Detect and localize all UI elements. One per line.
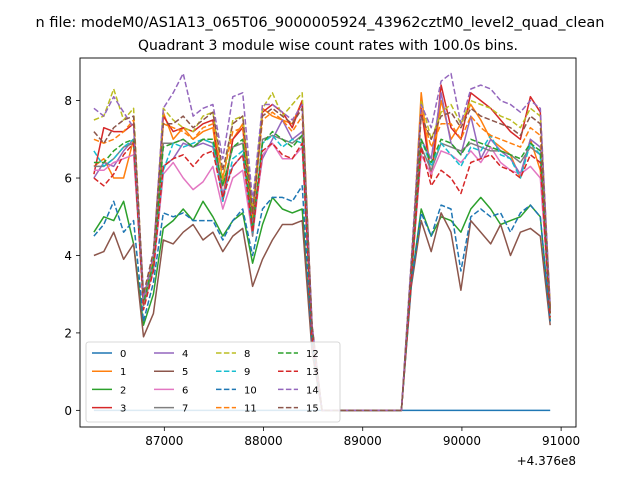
legend-label-11: 11 — [244, 404, 257, 415]
legend-label-10: 10 — [244, 385, 257, 396]
legend-label-2: 2 — [120, 385, 126, 396]
x-tick-label: 89000 — [344, 434, 382, 448]
legend-label-9: 9 — [244, 367, 250, 378]
legend-label-14: 14 — [306, 385, 319, 396]
y-tick-label: 8 — [64, 94, 72, 108]
figure-suptitle: n file: modeM0/AS1A13_065T06_9000005924_… — [36, 15, 605, 31]
legend-label-3: 3 — [120, 404, 126, 415]
legend-label-6: 6 — [182, 385, 188, 396]
legend-label-13: 13 — [306, 367, 319, 378]
legend-label-0: 0 — [120, 349, 126, 360]
x-tick-label: 91000 — [542, 434, 580, 448]
series-line-9 — [93, 134, 551, 412]
legend-label-4: 4 — [182, 349, 188, 360]
legend-label-7: 7 — [182, 404, 188, 415]
legend-label-15: 15 — [306, 404, 319, 415]
x-offset-label: +4.376e8 — [517, 454, 576, 468]
legend-label-1: 1 — [120, 367, 126, 378]
legend-box — [85, 341, 341, 423]
axes-layer: 87000 88000 89000 90000 91000 0 2 4 6 8 — [64, 94, 580, 448]
plot-frame — [79, 57, 577, 428]
legend-label-5: 5 — [182, 367, 188, 378]
y-tick-label: 2 — [64, 326, 72, 340]
chart-title: Quadrant 3 module wise count rates with … — [138, 38, 518, 54]
x-tick-label: 87000 — [145, 434, 183, 448]
x-tick-label: 88000 — [244, 434, 282, 448]
y-tick-label: 6 — [64, 172, 72, 186]
x-tick-label: 90000 — [443, 434, 481, 448]
legend-label-12: 12 — [306, 349, 319, 360]
legend-label-8: 8 — [244, 349, 250, 360]
y-tick-label: 4 — [64, 249, 72, 263]
y-tick-label: 0 — [64, 404, 72, 418]
